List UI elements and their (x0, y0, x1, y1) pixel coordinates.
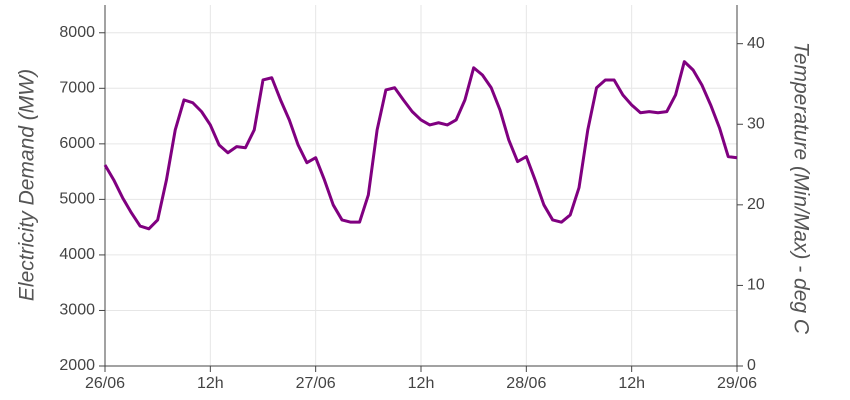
x-tick-label: 12h (197, 375, 224, 392)
x-tick-label: 27/06 (296, 375, 336, 392)
y2-tick-label: 20 (747, 196, 765, 213)
y-axis-label: Electricity Demand (MW) (16, 69, 39, 301)
y2-tick-label: 0 (747, 357, 756, 374)
y-tick-label: 6000 (59, 135, 95, 152)
y2-tick-label: 10 (747, 277, 765, 294)
y2-tick-label: 40 (747, 35, 765, 52)
y-tick-label: 2000 (59, 357, 95, 374)
x-tick-label: 26/06 (85, 375, 125, 392)
x-tick-label: 29/06 (717, 375, 757, 392)
x-tick-label: 12h (408, 375, 435, 392)
demand-line (103, 60, 738, 231)
y-tick-label: 3000 (59, 302, 95, 319)
y-tick-label: 5000 (59, 191, 95, 208)
y2-axis-label: Temperature (Min/Max) - deg C (789, 42, 812, 335)
y2-tick-label: 30 (747, 115, 765, 132)
y-tick-label: 8000 (59, 24, 95, 41)
y-tick-label: 4000 (59, 246, 95, 263)
y-tick-label: 7000 (59, 80, 95, 97)
x-tick-label: 28/06 (506, 375, 546, 392)
x-tick-label: 12h (618, 375, 645, 392)
